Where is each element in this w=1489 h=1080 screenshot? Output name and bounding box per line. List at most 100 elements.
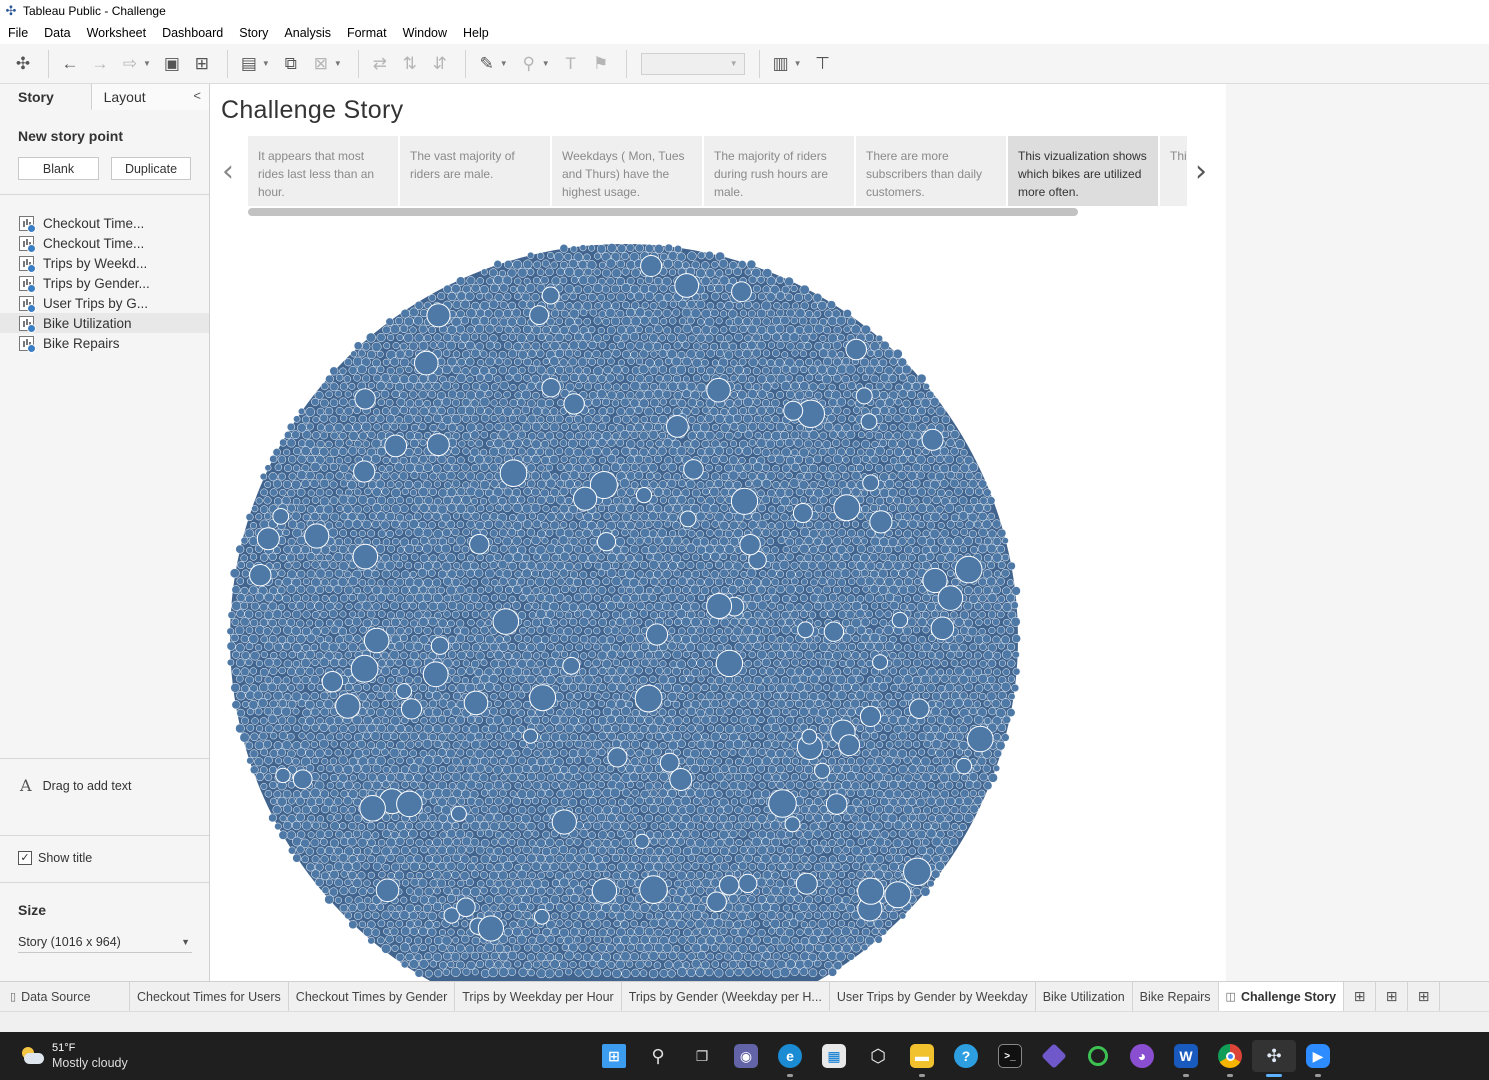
bike-bubble[interactable] [839, 659, 847, 668]
bike-bubble[interactable] [667, 641, 677, 651]
bike-bubble[interactable] [466, 586, 474, 595]
bike-bubble[interactable] [843, 536, 851, 545]
bike-bubble[interactable] [249, 618, 259, 628]
bike-bubble[interactable] [523, 780, 532, 789]
bike-bubble[interactable] [484, 292, 493, 301]
bike-bubble[interactable] [386, 611, 395, 620]
bike-bubble[interactable] [467, 554, 475, 562]
bike-bubble[interactable] [836, 364, 847, 375]
bike-bubble[interactable] [695, 560, 706, 571]
bike-bubble[interactable] [828, 528, 836, 537]
bike-bubble[interactable] [329, 805, 339, 814]
bike-bubble[interactable] [507, 691, 517, 701]
bike-bubble[interactable] [423, 643, 432, 652]
bike-bubble[interactable] [531, 763, 540, 773]
bike-bubble[interactable] [603, 674, 612, 683]
bike-bubble[interactable] [526, 560, 536, 570]
bike-bubble[interactable] [447, 406, 456, 416]
bike-bubble[interactable] [526, 463, 536, 473]
bike-bubble[interactable] [611, 399, 620, 407]
bike-bubble[interactable] [941, 513, 949, 521]
bike-bubble[interactable] [729, 683, 738, 692]
bike-bubble[interactable] [993, 651, 1002, 660]
bike-bubble[interactable] [931, 724, 940, 733]
bike-bubble[interactable] [296, 619, 305, 628]
bike-bubble[interactable] [983, 699, 991, 707]
bike-bubble[interactable] [575, 511, 584, 520]
bike-bubble[interactable] [626, 374, 635, 382]
bike-bubble[interactable] [784, 276, 794, 287]
bike-bubble[interactable] [284, 561, 292, 570]
bike-bubble[interactable] [856, 772, 865, 782]
bike-bubble[interactable] [443, 333, 453, 343]
bike-bubble[interactable] [333, 584, 343, 594]
bike-bubble[interactable] [758, 519, 768, 530]
bike-bubble[interactable] [748, 275, 757, 284]
bike-bubble[interactable] [508, 740, 517, 750]
bike-bubble[interactable] [526, 268, 535, 276]
bike-bubble[interactable] [245, 642, 254, 651]
bike-bubble[interactable] [996, 544, 1005, 554]
bike-bubble[interactable] [588, 796, 597, 806]
bike-bubble[interactable] [452, 350, 461, 358]
bike-bubble[interactable] [550, 619, 559, 627]
bike-bubble[interactable] [645, 796, 655, 806]
bike-bubble[interactable] [743, 578, 751, 586]
bike-bubble[interactable] [481, 725, 489, 733]
bike-bubble[interactable] [701, 715, 711, 725]
bike-bubble[interactable] [452, 300, 462, 309]
bike-bubble[interactable] [898, 373, 907, 382]
bike-bubble[interactable] [494, 797, 503, 806]
bike-bubble[interactable] [972, 780, 982, 790]
bike-bubble[interactable] [591, 397, 601, 407]
bike-bubble[interactable] [531, 341, 541, 351]
bike-bubble[interactable] [287, 488, 296, 498]
bike-bubble[interactable] [291, 626, 301, 636]
bike-bubble[interactable] [821, 374, 832, 385]
bike-bubble[interactable] [931, 772, 939, 781]
bike-bubble[interactable] [502, 406, 513, 417]
bike-bubble[interactable] [446, 585, 457, 596]
bike-bubble[interactable] [973, 651, 982, 660]
bike-bubble[interactable] [903, 739, 913, 749]
bike-bubble[interactable] [691, 667, 700, 677]
bike-bubble[interactable] [669, 660, 678, 669]
bike-bubble[interactable] [635, 796, 644, 805]
bike-bubble[interactable] [785, 617, 794, 627]
bike-bubble[interactable] [605, 308, 616, 318]
bike-bubble[interactable] [564, 252, 573, 261]
bike-bubble[interactable] [452, 398, 460, 407]
bike-bubble[interactable] [746, 568, 757, 578]
bike-bubble[interactable] [639, 447, 649, 457]
bike-bubble[interactable] [409, 489, 417, 497]
bike-bubble[interactable] [419, 439, 427, 447]
bike-bubble[interactable] [709, 504, 719, 514]
bike-bubble[interactable] [456, 764, 464, 773]
bike-bubble[interactable] [842, 520, 851, 528]
bike-bubble[interactable] [884, 755, 894, 766]
bike-bubble[interactable] [790, 610, 800, 620]
bike-bubble[interactable] [739, 341, 748, 350]
bike-bubble[interactable] [710, 326, 719, 335]
bike-bubble[interactable] [550, 340, 560, 351]
bike-bubble[interactable] [782, 546, 790, 554]
bike-bubble[interactable] [593, 316, 602, 325]
bike-bubble[interactable] [794, 455, 804, 464]
sheet-item-selected[interactable]: Bike Utilization [0, 313, 209, 333]
bike-bubble[interactable] [719, 568, 729, 578]
bike-bubble[interactable] [445, 748, 456, 759]
bike-bubble[interactable] [462, 447, 470, 455]
bike-bubble[interactable] [767, 568, 777, 579]
bike-bubble[interactable] [690, 748, 700, 759]
bike-bubble[interactable] [857, 366, 865, 374]
bike-bubble[interactable] [728, 406, 739, 417]
bike-bubble[interactable] [823, 717, 831, 725]
bike-bubble[interactable] [799, 543, 810, 554]
bike-bubble[interactable] [424, 301, 432, 310]
bike-bubble[interactable] [447, 503, 457, 513]
bike-bubble[interactable] [819, 496, 828, 505]
bike-bubble[interactable] [386, 740, 394, 749]
bike-bubble[interactable] [493, 342, 502, 350]
bike-bubble[interactable] [517, 611, 527, 620]
bike-bubble[interactable] [315, 568, 326, 579]
